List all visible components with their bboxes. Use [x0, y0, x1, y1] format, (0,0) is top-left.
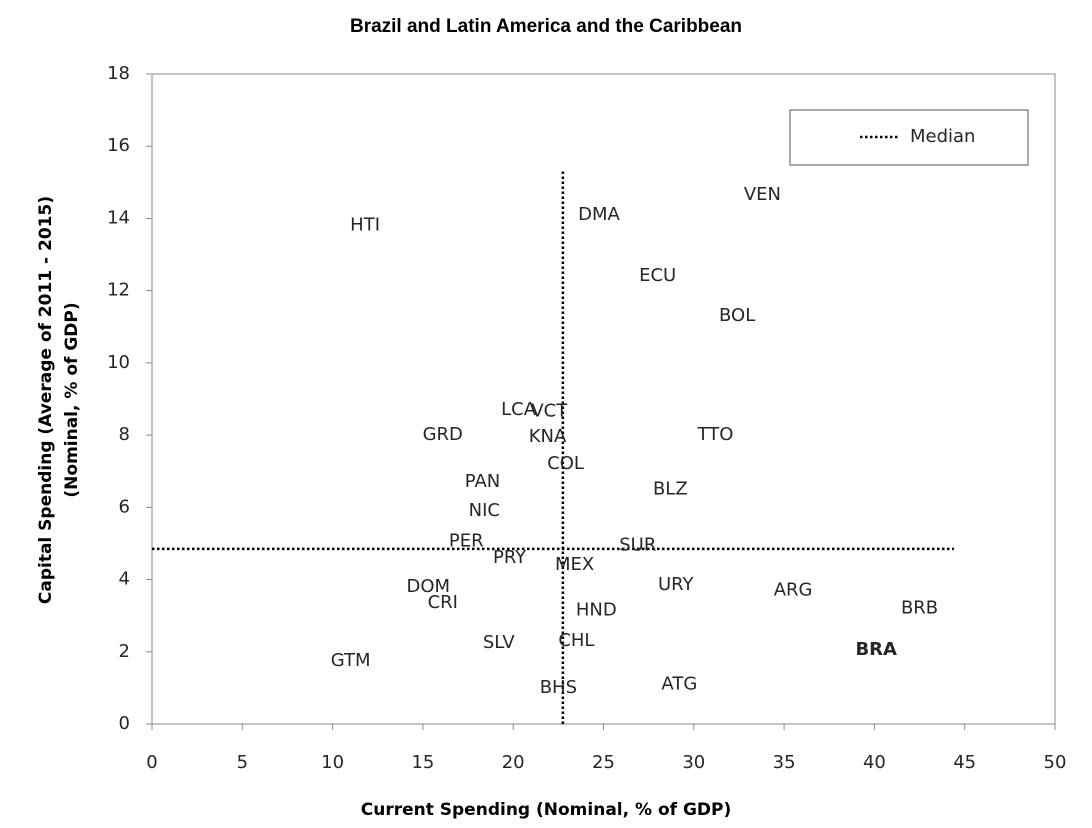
point-label: KNA — [529, 426, 567, 447]
point-label: URY — [658, 574, 695, 595]
point-label: PRY — [493, 547, 527, 568]
y-tick-label: 12 — [107, 280, 130, 301]
chart-title: Brazil and Latin America and the Caribbe… — [350, 16, 742, 37]
x-tick-label: 15 — [411, 752, 434, 773]
point-label: COL — [547, 453, 584, 474]
point-label: PAN — [465, 471, 500, 492]
x-tick-label: 40 — [863, 752, 886, 773]
y-axis-label: (Nominal, % of GDP) — [62, 302, 82, 497]
plot-frame — [151, 73, 1056, 725]
x-axis-label: Current Spending (Nominal, % of GDP) — [361, 800, 732, 820]
point-label: ATG — [661, 673, 697, 694]
point-label: BRB — [901, 597, 938, 618]
point-label: TTO — [697, 424, 734, 445]
point-label: CHL — [558, 630, 594, 651]
x-tick-label: 25 — [592, 752, 615, 773]
legend-box — [789, 109, 1029, 166]
legend-label: Median — [910, 126, 975, 147]
point-label: ECU — [639, 265, 676, 286]
point-label: GTM — [331, 650, 371, 671]
point-label: HTI — [350, 215, 380, 236]
y-tick-label: 4 — [119, 569, 130, 590]
y-tick-label: 10 — [107, 352, 130, 373]
x-tick-label: 30 — [682, 752, 705, 773]
point-label: SUR — [619, 534, 656, 555]
point-label: HND — [576, 599, 617, 620]
y-tick-label: 14 — [107, 207, 130, 228]
y-tick-label: 0 — [119, 713, 130, 734]
point-label: BHS — [540, 677, 577, 698]
point-label: MEX — [555, 554, 594, 575]
point-label: SLV — [483, 632, 515, 653]
x-tick-label: 5 — [237, 752, 248, 773]
point-label: DOM — [407, 576, 451, 597]
y-tick-label: 18 — [107, 63, 130, 84]
y-tick-label: 8 — [119, 424, 130, 445]
y-tick-label: 16 — [107, 135, 130, 156]
x-tick-label: 10 — [321, 752, 344, 773]
point-label: BOL — [719, 305, 755, 326]
y-tick-label: 2 — [119, 641, 130, 662]
x-tick-label: 20 — [502, 752, 525, 773]
point-label: NIC — [469, 500, 500, 521]
point-label: BLZ — [653, 478, 688, 499]
point-label: BRA — [855, 639, 897, 660]
point-label: GRD — [423, 424, 463, 445]
y-tick-label: 6 — [119, 496, 130, 517]
legend: Median — [789, 109, 1029, 166]
point-label: LCA — [501, 399, 537, 420]
point-label: VCT — [531, 401, 568, 422]
y-axis-label: Capital Spending (Average of 2011 - 2015… — [36, 196, 56, 604]
point-label: VEN — [744, 184, 781, 205]
x-tick-label: 35 — [773, 752, 796, 773]
point-label: PER — [449, 531, 484, 552]
x-tick-label: 0 — [146, 752, 157, 773]
point-label: ARG — [774, 579, 813, 600]
x-tick-label: 45 — [953, 752, 976, 773]
point-label: CRI — [428, 592, 458, 613]
point-label: DMA — [578, 204, 620, 225]
x-tick-label: 50 — [1044, 752, 1067, 773]
